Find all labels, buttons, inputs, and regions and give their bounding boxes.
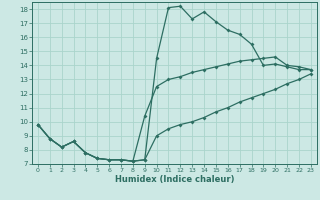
X-axis label: Humidex (Indice chaleur): Humidex (Indice chaleur) <box>115 175 234 184</box>
